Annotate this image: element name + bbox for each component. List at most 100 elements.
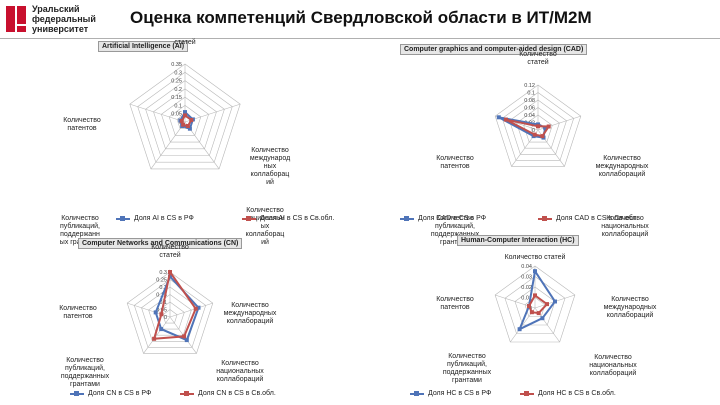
data-point (553, 299, 557, 304)
chart-cn: Computer Networks and Communications (CN… (30, 237, 360, 403)
legend-label-so: Доля CAD в CS в Св.обл. (556, 215, 639, 222)
data-point (168, 270, 172, 274)
data-point (181, 122, 186, 127)
legend-item-rf: Доля HC в CS в РФ (410, 390, 491, 397)
data-point (533, 269, 537, 274)
legend-label-rf: Доля AI в CS в РФ (134, 215, 194, 222)
title-divider (0, 38, 720, 39)
data-point (196, 305, 201, 310)
data-point (527, 304, 531, 309)
axis-label: Количество публикаций, поддержанных грантам… (431, 215, 480, 246)
data-point (182, 334, 187, 339)
tick-label: 0 (164, 315, 167, 321)
legend-item-so: Доля CN в CS в Св.обл. (180, 390, 276, 397)
axis-label: Количество статей (151, 244, 189, 259)
axis-label: Количество публикаций, поддержанных грантам… (443, 353, 492, 384)
tick-label: 0.25 (156, 278, 167, 284)
data-point (187, 126, 192, 131)
axis-label: Количество статей (505, 253, 566, 261)
grid-ring (161, 96, 209, 143)
logo-line-3: университет (32, 24, 89, 34)
legend-label-so: Доля CN в CS в Св.обл. (198, 390, 276, 397)
grid-ring (126, 271, 214, 354)
data-point (189, 118, 194, 122)
tick-label: 0.15 (171, 95, 182, 101)
tick-label: 0 (532, 128, 535, 134)
data-point (159, 312, 164, 317)
tick-label: 0.04 (521, 264, 532, 270)
axis-label: Количество патентов (436, 296, 474, 311)
tick-label: 0.3 (174, 70, 182, 76)
tick-label: 0.3 (159, 270, 167, 276)
grid-ring (129, 63, 241, 170)
legend-item-so: Доля HC в CS в Св.обл. (520, 390, 616, 397)
axis-label: Количество патентов (59, 305, 97, 320)
data-point (533, 293, 537, 298)
legend-swatch-so (538, 215, 552, 221)
logo-line-1: Уральский (32, 4, 80, 14)
logo-line-2: федеральный (32, 14, 96, 24)
axis-spoke (129, 103, 186, 123)
axis-spoke (143, 316, 171, 354)
grid-ring (514, 286, 556, 326)
grid-ring (494, 265, 576, 343)
data-point (529, 310, 534, 315)
axis-spoke (150, 121, 186, 170)
legend-label-rf: Доля CAD в CS в РФ (418, 215, 487, 222)
tick-label: 0.08 (524, 98, 535, 104)
tick-label: 0.12 (524, 83, 535, 89)
tick-label: 0.03 (521, 275, 532, 281)
grid-ring (494, 84, 582, 167)
data-point (183, 110, 187, 115)
data-point (545, 302, 549, 307)
page-title: Оценка компетенций Свердловской области … (130, 8, 592, 27)
data-point (179, 119, 184, 123)
axis-label: статей (174, 38, 195, 46)
legend-swatch-so (242, 215, 256, 221)
chart-hc: Human-Computer Interaction (HC) 0 0.01 0.0… (395, 233, 715, 403)
data-point (185, 124, 190, 128)
chart-title: Computer graphics and computer-aided des… (400, 44, 588, 55)
grid-ring (524, 297, 546, 317)
data-point (496, 115, 501, 120)
chart-title: Human-Computer Interaction (HC) (457, 235, 579, 246)
legend-swatch-so (180, 390, 194, 396)
tick-label: 0.04 (524, 113, 535, 119)
data-point (153, 310, 158, 315)
grid-ring (168, 105, 202, 136)
chart-title: Computer Networks and Communications (CN… (78, 238, 243, 249)
series-line-so (152, 269, 197, 340)
legend-swatch-so (520, 390, 534, 396)
university-logo-text: Уральский федеральный университет (32, 4, 96, 34)
chart-ai: Artificial Intelligence (AI) 00.050.10.1… (20, 38, 350, 246)
data-point (517, 327, 522, 332)
tick-label: 0.05 (171, 112, 182, 118)
tick-label: 0.2 (174, 87, 182, 93)
grid-ring (153, 88, 217, 150)
legend-swatch-rf (410, 390, 424, 396)
grid-ring (133, 279, 207, 348)
grid-ring (148, 294, 192, 336)
axis-label: Количество статей (519, 51, 557, 66)
grid-ring (145, 80, 225, 156)
tick-label: 0.1 (527, 91, 535, 97)
tick-label: 0.25 (171, 79, 182, 85)
tick-label: 0.35 (171, 62, 182, 68)
grid-ring (162, 309, 178, 324)
grid-ring (501, 92, 575, 161)
series-line-rf (517, 268, 557, 332)
legend-item-rf: Доля CAD в CS в РФ (400, 215, 486, 222)
data-point (184, 338, 189, 343)
chart-cad: Computer graphics and computer-aided des… (370, 40, 700, 246)
data-point (543, 125, 548, 130)
chart-title: Artificial Intelligence (AI) (98, 41, 189, 52)
data-point (503, 117, 508, 122)
